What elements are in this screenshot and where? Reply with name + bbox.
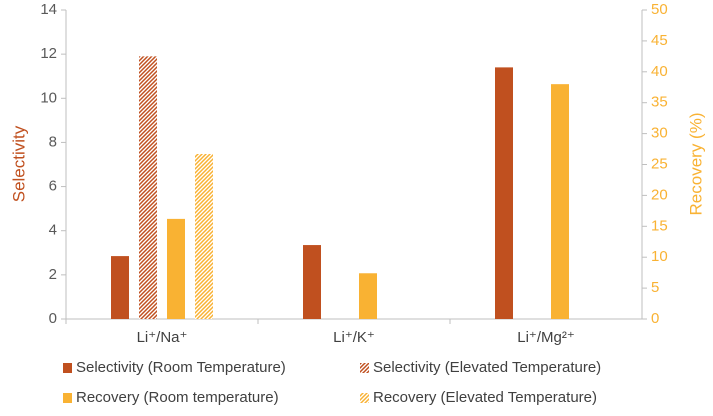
y-tick-label: 2 — [49, 266, 57, 283]
bar — [167, 218, 185, 319]
y2-tick-label: 5 — [651, 279, 659, 296]
bar — [111, 256, 129, 319]
y2-tick-label: 30 — [651, 125, 668, 142]
bar — [195, 153, 213, 319]
y2-tick-label: 40 — [651, 63, 668, 80]
x-tick-label: Li⁺/K⁺ — [333, 329, 375, 346]
bar — [303, 245, 321, 319]
y2-tick-label: 15 — [651, 217, 668, 234]
bar — [359, 273, 377, 319]
bar — [495, 67, 513, 319]
x-tick-label: Li⁺/Na⁺ — [137, 329, 188, 346]
y-tick-label: 10 — [40, 89, 57, 106]
y2-tick-label: 20 — [651, 186, 668, 203]
legend-swatch — [360, 393, 369, 403]
y-tick-label: 6 — [49, 178, 57, 195]
y-tick-label: 12 — [40, 45, 57, 62]
y-tick-label: 14 — [40, 1, 57, 18]
legend-label: Selectivity (Elevated Temperature) — [373, 359, 601, 376]
legend-label: Recovery (Elevated Temperature) — [373, 389, 597, 406]
y2-tick-label: 50 — [651, 1, 668, 18]
legend-swatch — [63, 363, 72, 373]
y-tick-label: 4 — [49, 222, 57, 239]
y-tick-label: 8 — [49, 133, 57, 150]
legend-label: Recovery (Room temperature) — [76, 389, 279, 406]
y2-tick-label: 0 — [651, 310, 659, 327]
y2-tick-label: 35 — [651, 94, 668, 111]
y2-tick-label: 45 — [651, 32, 668, 49]
bar — [139, 56, 157, 319]
x-tick-label: Li⁺/Mg²⁺ — [517, 329, 575, 346]
y-tick-label: 0 — [49, 310, 57, 327]
y-axis-title: Selectivity — [9, 125, 28, 202]
y2-tick-label: 25 — [651, 155, 668, 172]
y2-tick-label: 10 — [651, 248, 668, 265]
bar — [551, 84, 569, 319]
y2-axis-title: Recovery (%) — [686, 113, 705, 216]
legend-swatch — [63, 393, 72, 403]
legend-swatch — [360, 363, 369, 373]
legend-label: Selectivity (Room Temperature) — [76, 359, 286, 376]
